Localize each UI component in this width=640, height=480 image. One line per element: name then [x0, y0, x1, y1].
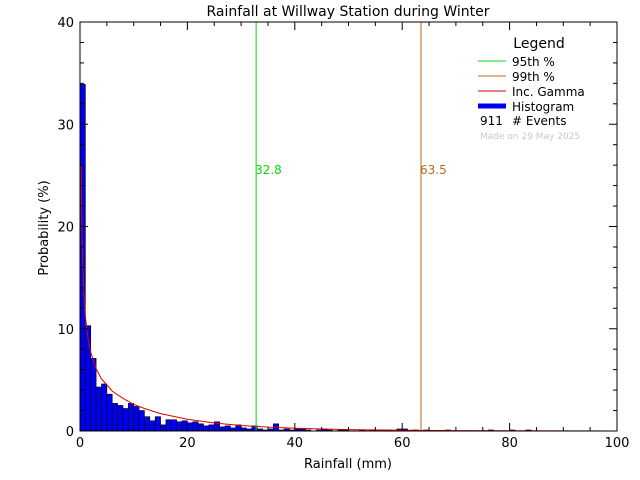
histogram-bar — [160, 424, 167, 432]
percentile-99-value-label: 63.5 — [420, 163, 447, 177]
y-tick-label: 30 — [57, 118, 74, 133]
legend-events-label: # Events — [512, 114, 567, 128]
histogram-bar — [181, 420, 188, 432]
x-tick-label: 80 — [501, 436, 518, 451]
legend-label-histogram: Histogram — [512, 100, 574, 114]
x-tick-label: 40 — [287, 436, 304, 451]
histogram-bar — [90, 358, 97, 432]
histogram-bar — [133, 406, 140, 432]
legend-title: Legend — [513, 36, 564, 52]
histogram-bar — [187, 422, 194, 432]
histogram-bar — [106, 393, 113, 432]
y-axis-label: Probability (%) — [37, 180, 52, 275]
histogram-bar — [149, 420, 156, 432]
x-tick-label: 0 — [76, 436, 84, 451]
y-tick-label: 20 — [57, 221, 74, 236]
x-tick-label: 100 — [605, 436, 630, 451]
y-tick-label: 0 — [66, 425, 74, 440]
histogram-bar — [192, 421, 199, 432]
histogram-bar — [224, 425, 231, 432]
histogram-bar — [122, 408, 129, 432]
histogram-bar — [144, 416, 151, 432]
legend-events-count: 911 — [480, 114, 503, 128]
legend: Legend 95th % 99th % Inc. Gamma Histogra… — [478, 36, 585, 142]
histogram-bar — [203, 425, 210, 432]
histogram-bar — [95, 386, 102, 432]
y-tick-label: 40 — [57, 16, 74, 31]
histogram-bar — [111, 403, 118, 432]
histogram-bar — [170, 419, 177, 432]
histogram-bar — [117, 405, 124, 432]
histogram-bar — [101, 383, 108, 432]
legend-label-gamma: Inc. Gamma — [512, 85, 585, 99]
histogram-bar — [208, 424, 215, 432]
x-axis-label: Rainfall (mm) — [304, 457, 392, 472]
histogram-bar — [128, 403, 135, 432]
percentile-95-value-label: 32.8 — [255, 163, 282, 177]
y-tick-label: 10 — [57, 323, 74, 338]
made-on-note: Made on 29 May 2025 — [480, 132, 580, 142]
x-tick-label: 20 — [179, 436, 196, 451]
legend-label-99th: 99th % — [512, 70, 555, 84]
histogram-bar — [154, 416, 161, 432]
gamma-curve — [80, 165, 618, 432]
histogram-bar — [197, 423, 204, 432]
chart-title: Rainfall at Willway Station during Winte… — [207, 4, 490, 20]
histogram-bar — [176, 421, 183, 432]
axes: 0 20 40 60 80 100 0 10 20 30 40 — [57, 16, 629, 451]
histogram-bar — [219, 426, 226, 432]
legend-label-95th: 95th % — [512, 55, 555, 69]
x-tick-label: 60 — [394, 436, 411, 451]
histogram-bar — [165, 419, 172, 432]
histogram-bar — [138, 410, 145, 432]
